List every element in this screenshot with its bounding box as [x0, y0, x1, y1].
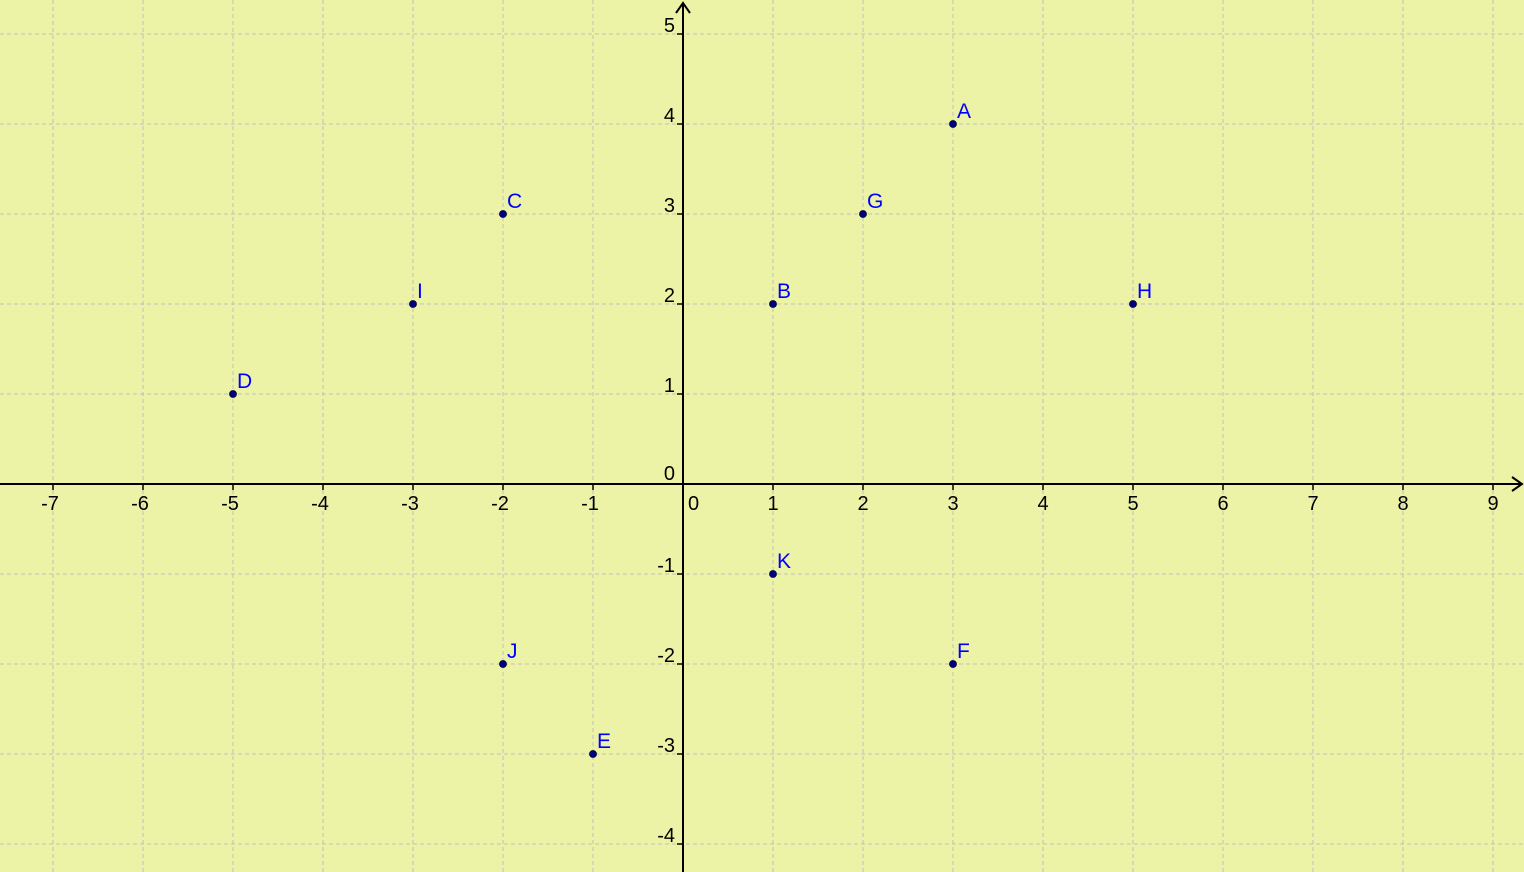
point-e-marker	[589, 750, 597, 758]
point-b-marker	[769, 300, 777, 308]
x-tick-label: 2	[857, 493, 868, 515]
point-c-label: C	[507, 190, 522, 213]
point-k-label: K	[777, 550, 791, 573]
x-tick-label: -5	[221, 493, 239, 515]
x-tick-label: 6	[1217, 493, 1228, 515]
point-c-marker	[499, 210, 507, 218]
y-tick-label: -3	[657, 735, 675, 757]
x-axis-arrow	[1511, 476, 1524, 492]
point-a-marker	[949, 120, 957, 128]
x-tick-label: -2	[491, 493, 509, 515]
tick-labels: -7 -6 -5 -4 -3 -2 -1 0 1 2 3 4 5 6 7 8 9 -4 -3 -2 -1 0 1 2 3 4 5	[41, 15, 1498, 847]
point-i-label: I	[417, 280, 423, 303]
y-tick-label: 2	[664, 285, 675, 307]
point-j-marker	[499, 660, 507, 668]
x-tick-label: 9	[1487, 493, 1498, 515]
point-a-label: A	[957, 100, 971, 123]
x-tick-label: -6	[131, 493, 149, 515]
x-tick-label: -3	[401, 493, 419, 515]
y-tick-label: 0	[664, 463, 675, 485]
point-f-label: F	[957, 640, 970, 663]
points: A B C D E F G H I J K	[229, 100, 1152, 758]
y-tick-label: 4	[664, 105, 675, 127]
x-tick-label: -4	[311, 493, 329, 515]
x-tick-label: 1	[767, 493, 778, 515]
y-tick-label: 3	[664, 195, 675, 217]
x-tick-label: 4	[1037, 493, 1048, 515]
x-tick-label: 8	[1397, 493, 1408, 515]
y-tick-label: -4	[657, 825, 675, 847]
point-e-label: E	[597, 730, 611, 753]
point-i-marker	[409, 300, 417, 308]
point-j-label: J	[507, 640, 518, 663]
y-axis-arrow	[675, 1, 691, 14]
x-tick-label: 3	[947, 493, 958, 515]
y-tick-label: -1	[657, 555, 675, 577]
x-tick-label: 7	[1307, 493, 1318, 515]
x-tick-label: -7	[41, 493, 59, 515]
point-d-marker	[229, 390, 237, 398]
y-tick-label: 1	[664, 375, 675, 397]
point-h-marker	[1129, 300, 1137, 308]
x-tick-label: 5	[1127, 493, 1138, 515]
y-tick-label: -2	[657, 645, 675, 667]
y-tick-label: 5	[664, 15, 675, 37]
point-g-marker	[859, 210, 867, 218]
point-k-marker	[769, 570, 777, 578]
point-h-label: H	[1137, 280, 1152, 303]
point-g-label: G	[867, 190, 883, 213]
x-tick-label: -1	[581, 493, 599, 515]
point-b-label: B	[777, 280, 791, 303]
point-f-marker	[949, 660, 957, 668]
x-tick-label: 0	[688, 493, 699, 515]
point-d-label: D	[237, 370, 252, 393]
